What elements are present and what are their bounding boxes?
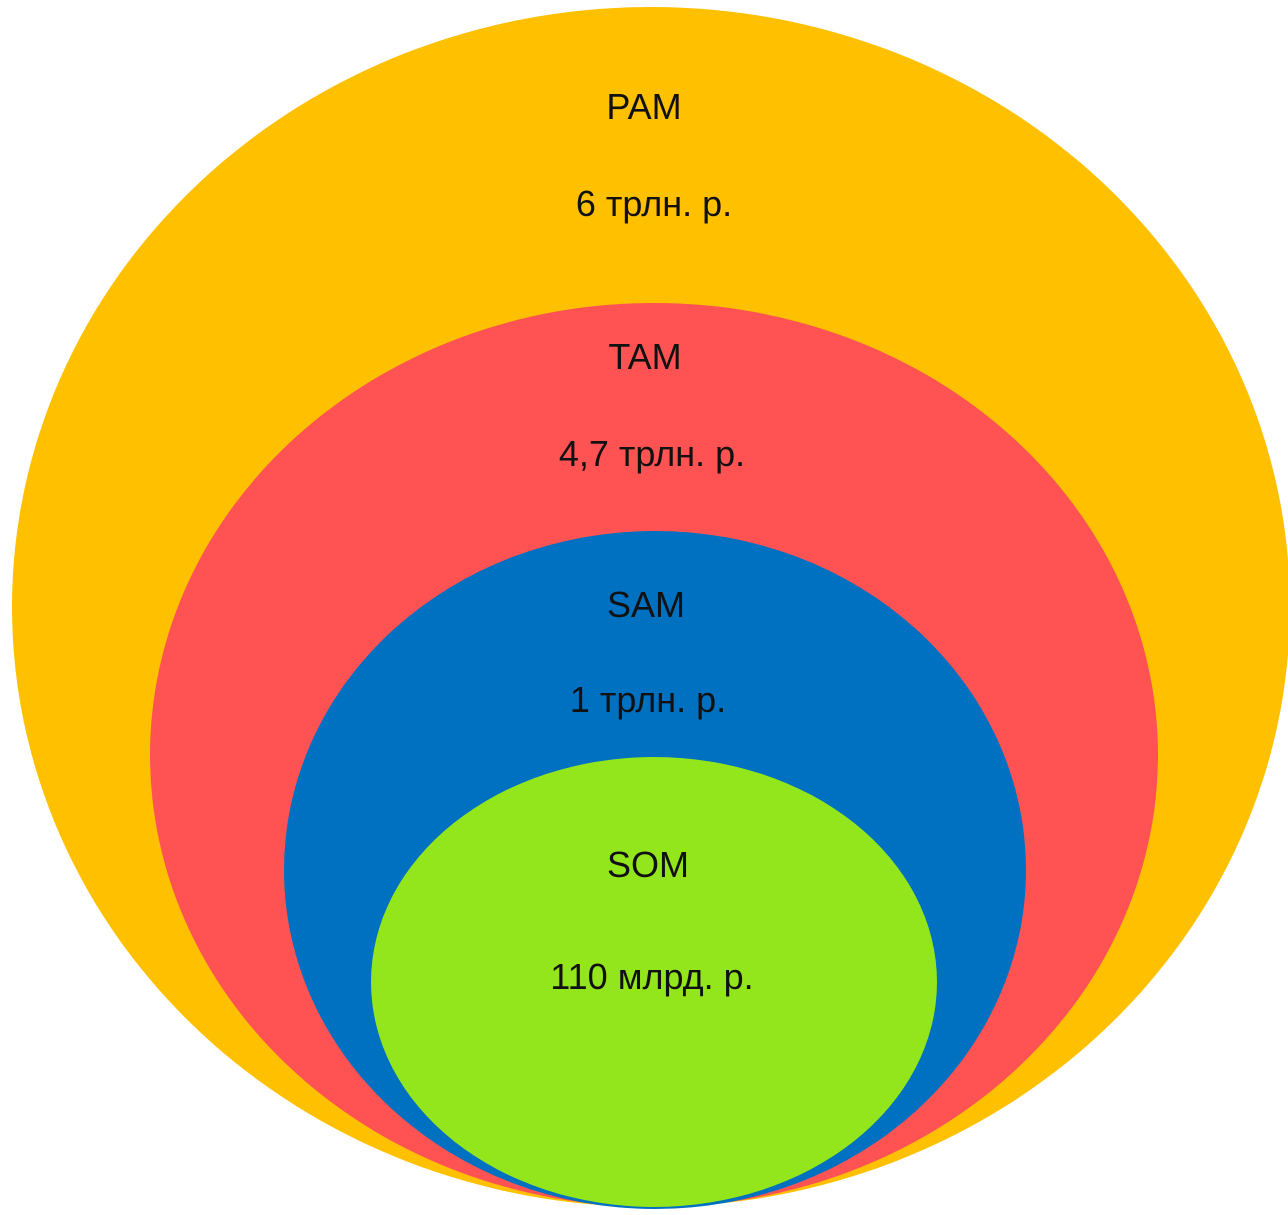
pam-value: 6 трлн. р. (576, 183, 732, 224)
sam-label: SAM (607, 584, 685, 625)
tam-value: 4,7 трлн. р. (559, 433, 745, 474)
som-value: 110 млрд. р. (550, 956, 753, 997)
tam-label: TAM (608, 336, 681, 377)
pam-label: PAM (606, 86, 681, 127)
som-label: SOM (607, 844, 689, 885)
som-ellipse (371, 757, 937, 1207)
sam-value: 1 трлн. р. (570, 679, 726, 720)
